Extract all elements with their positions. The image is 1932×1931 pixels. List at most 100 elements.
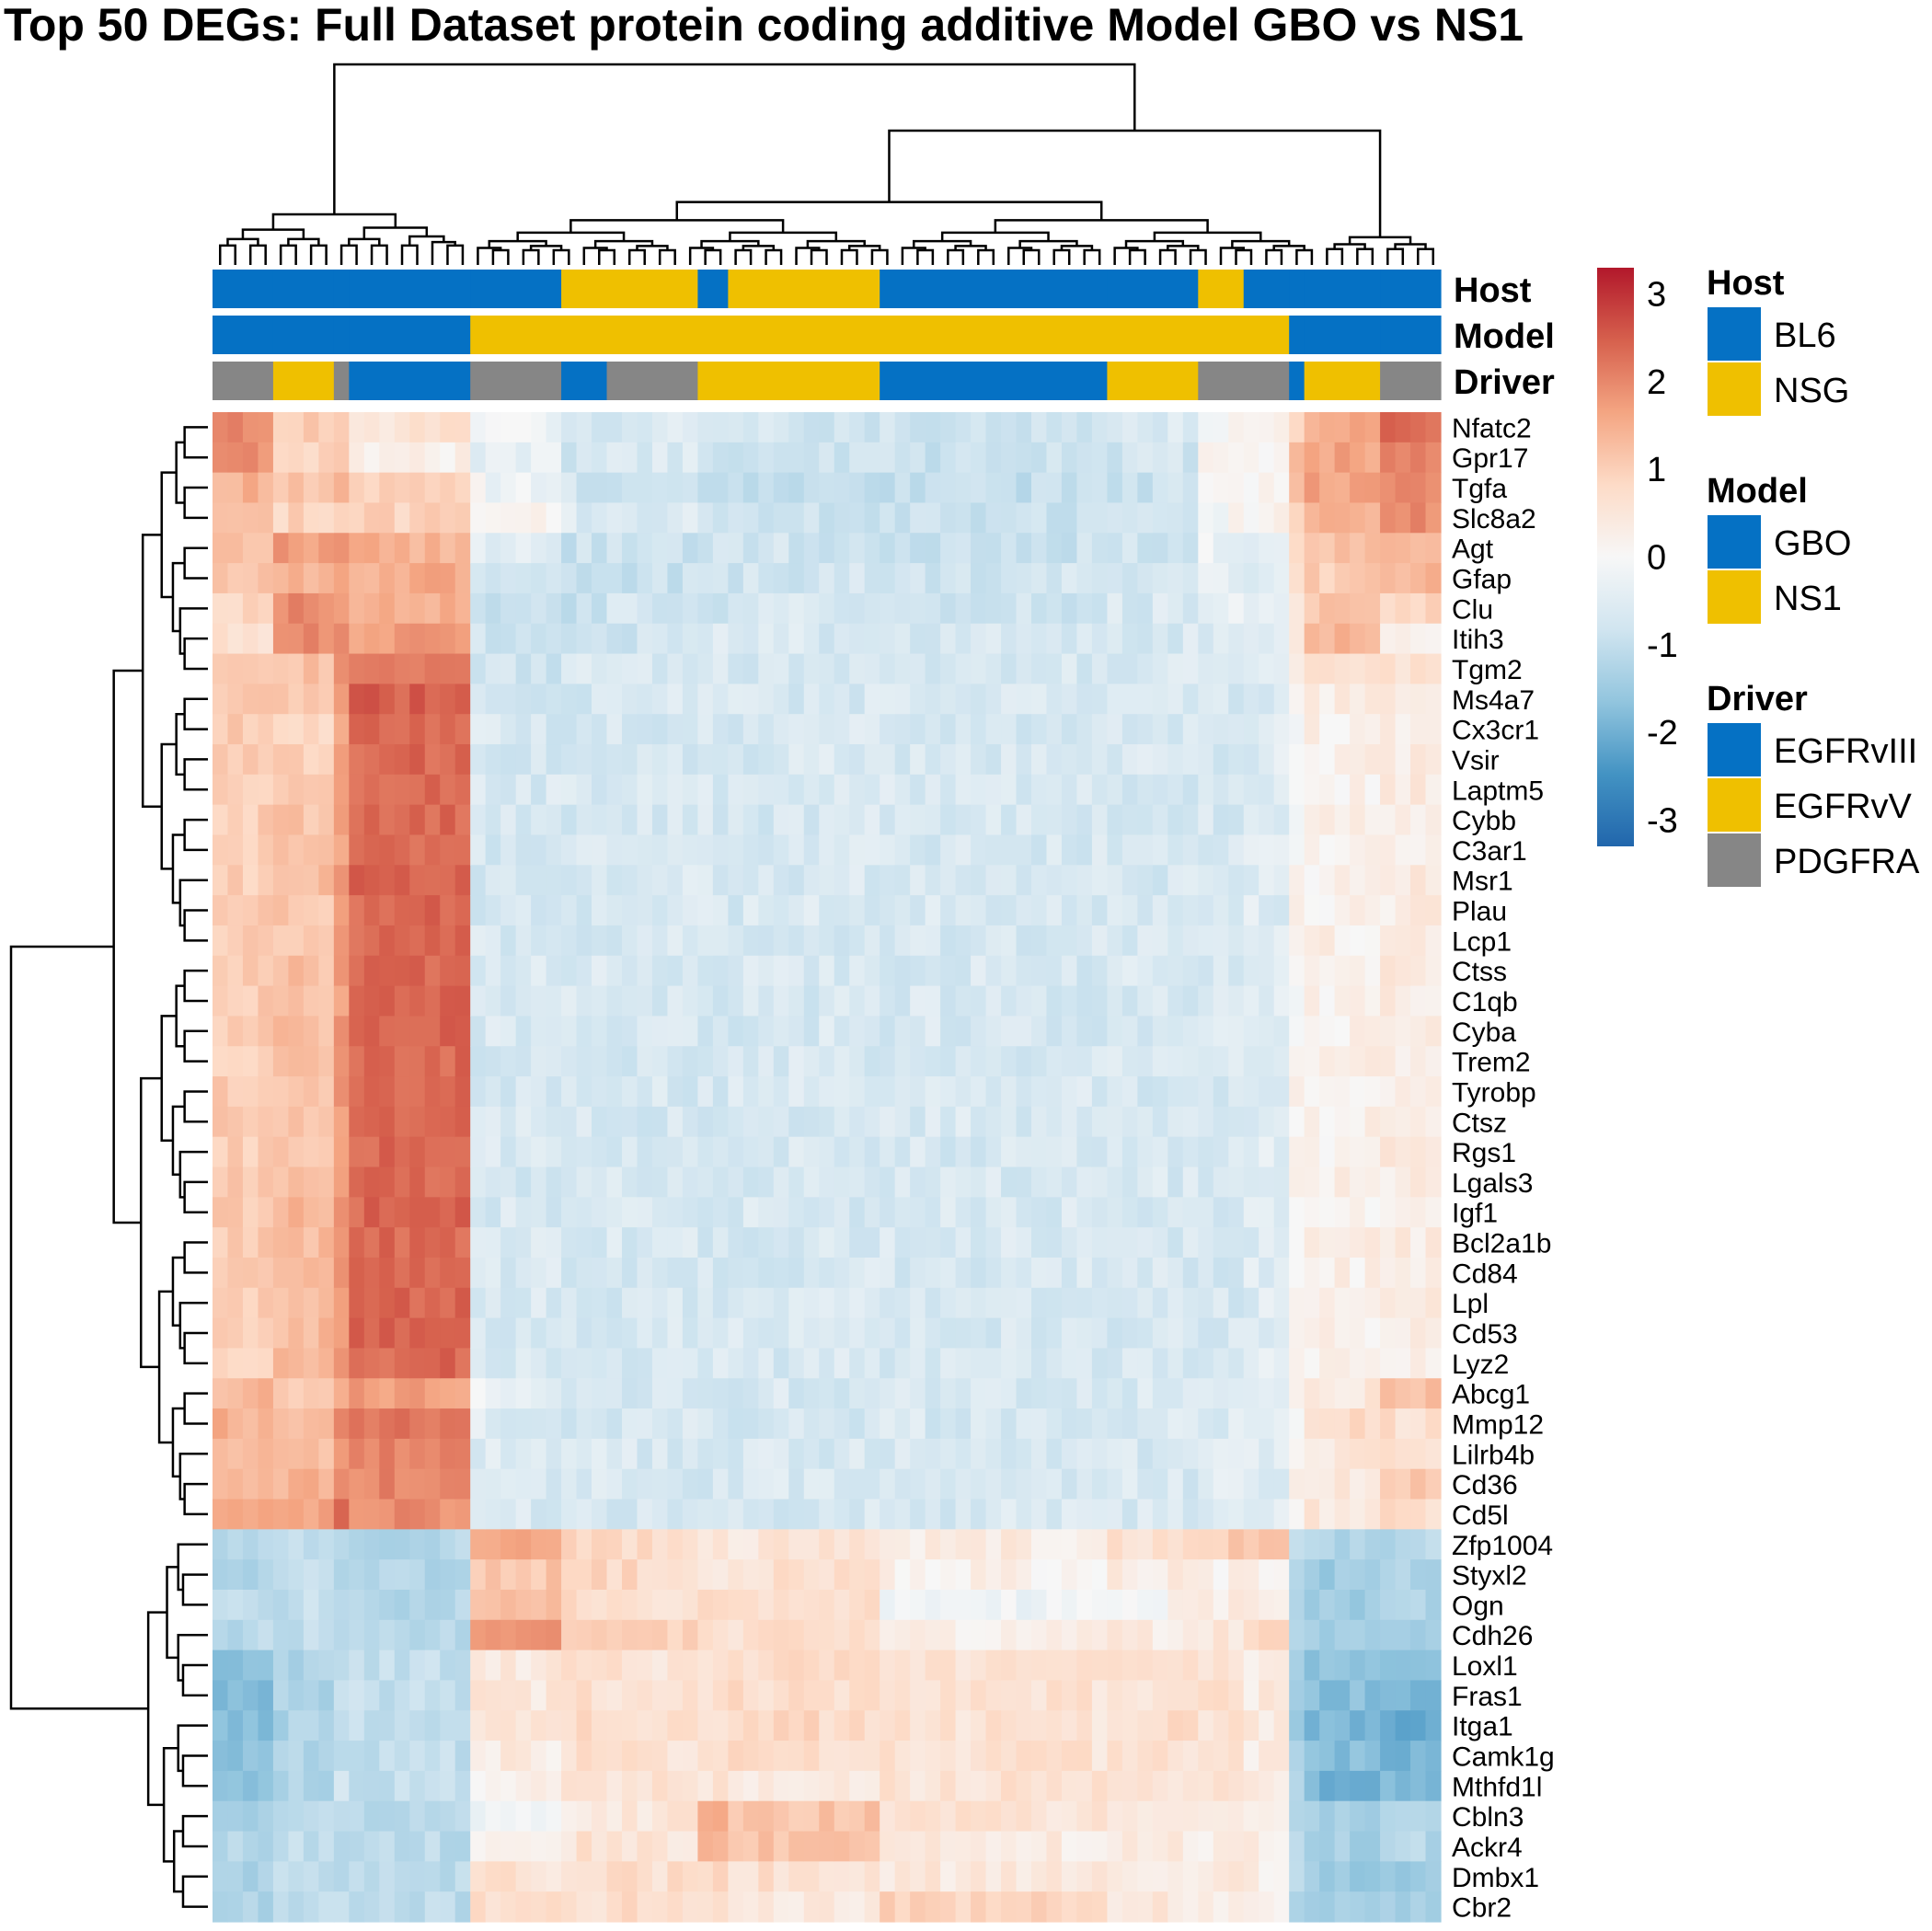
heatmap-cell [985,1348,1002,1379]
heatmap-cell [925,1619,941,1651]
heatmap-cell [819,1136,835,1168]
heatmap-cell [788,985,805,1017]
heatmap-cell [1198,472,1214,504]
heatmap-cell [1425,1136,1442,1168]
heatmap-cell [1091,1317,1109,1350]
heatmap-cell [1001,1499,1018,1530]
heatmap-cell [712,714,729,745]
heatmap-cell [379,1891,396,1923]
heatmap-cell [1289,955,1305,987]
heatmap-cell [1167,1619,1184,1651]
heatmap-cell [500,1800,517,1833]
heatmap-cell [1091,1378,1109,1409]
heatmap-cell [880,1046,896,1077]
heatmap-cell [561,653,578,684]
heatmap-cell [742,1861,759,1892]
heatmap-cell [788,744,805,776]
heatmap-cell [546,744,562,776]
heatmap-cell [1107,1136,1123,1168]
heatmap-cell [546,955,562,987]
heatmap-cell [728,592,744,625]
heatmap-cell [864,925,880,957]
heatmap-cell [925,804,941,836]
heatmap-cell [1016,1499,1032,1530]
heatmap-cell [803,1408,820,1440]
heatmap-cell [363,1680,380,1711]
heatmap-cell [637,714,653,745]
heatmap-cell [470,1468,487,1500]
heatmap-cell [788,1167,805,1198]
heatmap-cell [592,1136,608,1168]
heatmap-cell [1243,1891,1259,1923]
heatmap-cell [1259,1741,1275,1772]
heatmap-cell [622,412,638,443]
heatmap-cell [546,1378,562,1409]
heatmap-cell [227,1016,244,1047]
heatmap-cell [272,744,290,776]
heatmap-cell [272,955,290,987]
heatmap-cell [834,895,850,926]
heatmap-cell [333,1197,350,1228]
heatmap-cell [258,1619,274,1651]
dendrogram-branch [916,248,935,265]
gene-label: Ctsz [1452,1108,1507,1138]
heatmap-cell [1031,1680,1048,1711]
heatmap-cell [424,895,441,926]
heatmap-cell [1228,1257,1245,1289]
heatmap-cell [622,1529,638,1560]
heatmap-cell [288,1741,305,1772]
heatmap-cell [1016,1438,1032,1470]
heatmap-cell [742,1589,759,1621]
heatmap-cell [834,1378,850,1409]
heatmap-cell [1228,1800,1245,1833]
heatmap-cell [773,955,789,987]
heatmap-cell [531,1227,547,1259]
heatmap-cell [1076,1741,1093,1772]
heatmap-cell [349,1891,365,1923]
heatmap-cell [409,804,426,836]
heatmap-cell [742,1649,759,1682]
heatmap-cell [1319,1076,1336,1108]
heatmap-cell [712,1800,729,1833]
dendrogram-branch [181,1875,208,1908]
heatmap-cell [1380,804,1397,836]
heatmap-cell [925,955,941,987]
heatmap-cell [1395,412,1411,443]
heatmap-cell [758,623,775,655]
heatmap-cell [651,1499,669,1530]
heatmap-cell [712,985,729,1017]
heatmap-cell [1137,442,1154,474]
heatmap-cell [1289,472,1305,504]
heatmap-cell [288,1831,305,1862]
heatmap-cell [592,1167,608,1198]
heatmap-cell [1425,1559,1442,1591]
heatmap-cell [303,1741,319,1772]
heatmap-cell [1350,1680,1366,1711]
heatmap-cell [1001,1046,1018,1077]
heatmap-cell [773,1891,789,1923]
heatmap-cell [773,714,789,745]
heatmap-cell [910,804,926,836]
heatmap-cell [1076,1438,1093,1470]
heatmap-cell [1425,623,1442,655]
heatmap-cell [880,1891,896,1923]
heatmap-cell [1182,1649,1199,1682]
heatmap-cell [1228,955,1245,987]
heatmap-cell [1152,804,1168,836]
heatmap-cell [1031,1378,1048,1409]
heatmap-cell [864,865,880,896]
heatmap-cell [1364,1649,1381,1682]
heatmap-cell [1061,472,1078,504]
driver-legend-swatch [1708,778,1761,832]
heatmap-cell [651,1378,669,1409]
heatmap-cell [955,774,972,806]
heatmap-cell [454,714,471,745]
heatmap-cell [849,1076,866,1108]
dendrogram-branch [181,1573,208,1606]
heatmap-cell [1046,1831,1063,1862]
heatmap-cell [728,1861,744,1892]
heatmap-cell [379,804,396,836]
heatmap-cell [531,744,547,776]
heatmap-cell [1031,1741,1048,1772]
heatmap-cell [363,1770,380,1802]
